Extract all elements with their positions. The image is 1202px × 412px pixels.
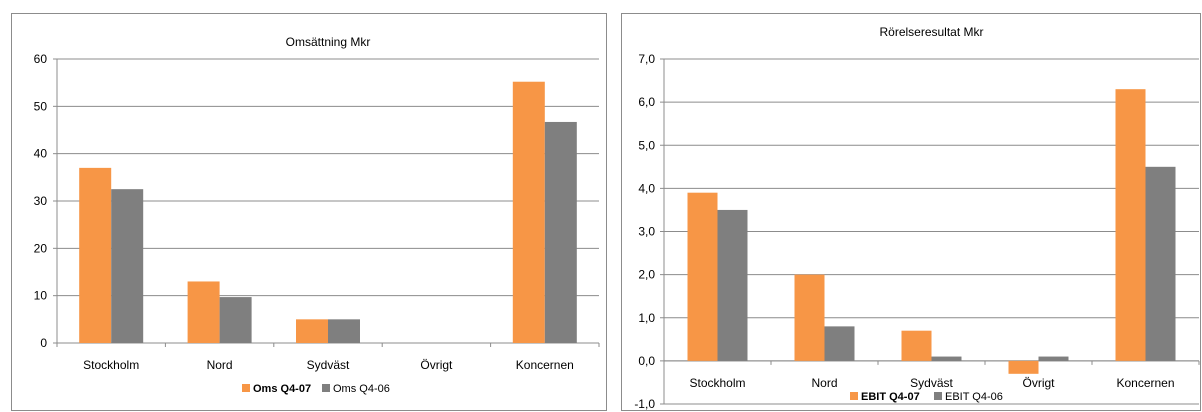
category-label: Sydväst <box>910 376 953 390</box>
y-tick-label: 5,0 <box>638 138 655 152</box>
bar-stockholm-current <box>79 167 112 343</box>
bar-nord-previous <box>219 297 252 343</box>
bar-koncernen-previous <box>1145 166 1176 361</box>
y-tick-label: 7,0 <box>638 52 655 66</box>
category-label: Stockholm <box>689 376 745 390</box>
bar-koncernen-previous <box>544 121 577 343</box>
category-label: Koncernen <box>516 358 574 372</box>
y-tick-label: 20 <box>34 241 48 255</box>
y-tick-label: 50 <box>34 99 48 113</box>
category-label: Sydväst <box>307 358 350 372</box>
operating-result-chart: Rörelseresultat Mkr -1,0 0,0 1,0 2,0 3,0 4,0 5,… <box>634 25 1200 411</box>
y-tick-label: 2,0 <box>638 268 655 282</box>
bar-sydväst-current <box>296 319 328 343</box>
legend-swatch-previous <box>934 392 942 400</box>
legend-label: Oms Q4-06 <box>333 383 390 395</box>
bar-koncernen-current <box>512 81 545 343</box>
operating-result-chart-panel: Rörelseresultat Mkr -1,0 0,0 1,0 2,0 3,0 4,0 5,… <box>621 13 1201 411</box>
y-tick-label: 30 <box>34 194 48 208</box>
bar-sydväst-current <box>901 330 932 361</box>
legend-swatch-current <box>850 392 858 400</box>
y-tick-label: 60 <box>34 52 48 66</box>
category-label: Stockholm <box>83 358 139 372</box>
legend-swatch-current <box>242 384 250 392</box>
y-tick-label: 4,0 <box>638 181 655 195</box>
y-tick-label: 6,0 <box>638 95 655 109</box>
y-tick-label: 40 <box>34 147 48 161</box>
bar-nord-current <box>187 281 220 343</box>
category-label: Nord <box>207 358 233 372</box>
y-tick-label: 0,0 <box>638 354 655 368</box>
y-tick-label: -1,0 <box>634 397 655 411</box>
bar-sydväst-previous <box>931 356 962 361</box>
bar-stockholm-previous <box>717 209 748 361</box>
category-label: Nord <box>811 376 837 390</box>
bar-stockholm-current <box>687 192 718 361</box>
bar-sydväst-previous <box>328 319 360 343</box>
bar-koncernen-current <box>1115 89 1146 361</box>
y-tick-label: 0 <box>40 336 47 350</box>
revenue-chart: Omsättning Mkr 0 10 20 30 40 50 60 Stockholm Nord… <box>34 35 600 395</box>
bar-övrigt-current <box>1008 360 1039 374</box>
legend-label: Oms Q4-07 <box>253 383 311 395</box>
legend-label: EBIT Q4-07 <box>861 391 920 403</box>
bar-övrigt-previous <box>1038 356 1069 361</box>
y-tick-label: 3,0 <box>638 225 655 239</box>
chart-title: Rörelseresultat Mkr <box>879 25 983 39</box>
category-label: Övrigt <box>1022 376 1055 390</box>
revenue-chart-panel: Omsättning Mkr 0 10 20 30 40 50 60 Stockholm Nord… <box>11 13 607 411</box>
y-tick-label: 10 <box>34 289 48 303</box>
y-tick-label: 1,0 <box>638 311 655 325</box>
category-label: Övrigt <box>420 358 453 372</box>
bar-stockholm-previous <box>111 189 144 343</box>
legend-label: EBIT Q4-06 <box>945 391 1003 403</box>
category-label: Koncernen <box>1116 376 1174 390</box>
bar-nord-current <box>794 274 825 361</box>
bar-nord-previous <box>824 326 855 361</box>
legend-swatch-previous <box>322 384 330 392</box>
chart-title: Omsättning Mkr <box>286 35 371 49</box>
